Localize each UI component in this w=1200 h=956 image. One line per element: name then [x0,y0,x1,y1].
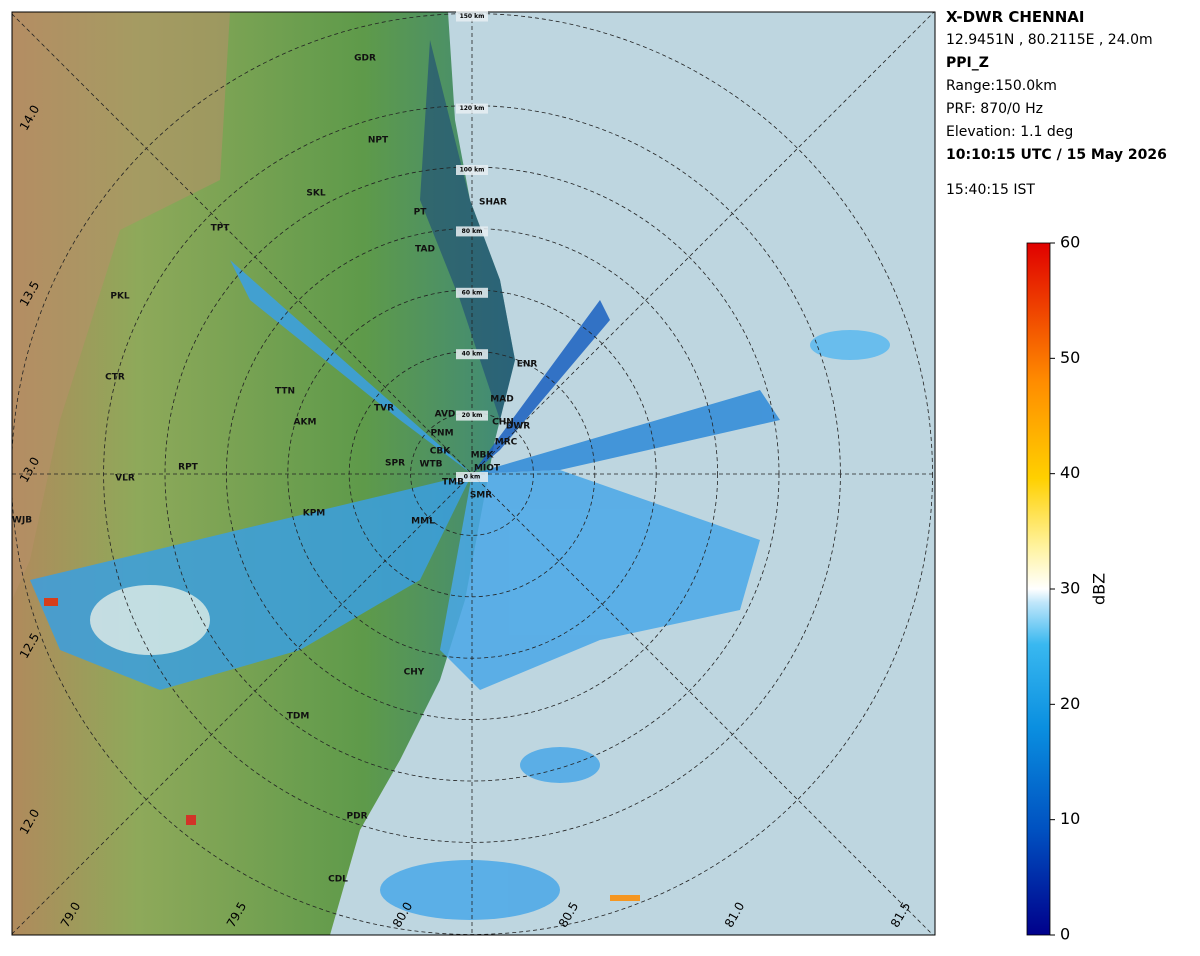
colorbar-tick-label: 30 [1060,579,1080,598]
station-label: CHN [492,418,514,428]
station-label: TTN [275,387,295,397]
range-ring-label: 40 km [462,351,483,358]
echo [472,390,780,474]
echo [810,330,890,360]
ring-label-bg [456,287,488,298]
colorbar [1026,242,1051,936]
station-label: TAD [415,245,435,255]
ring-label-bg [456,349,488,360]
colorbar-tick-label: 20 [1060,694,1080,713]
colorbar-tick-label: 60 [1060,233,1080,252]
colorbar-label: dBZ [1090,573,1109,605]
station-label: PNM [430,429,453,439]
colorbar-tick-label: 0 [1060,925,1070,944]
echo [610,895,640,901]
elevation: Elevation: 1.1 deg [946,124,1074,140]
radar-location: 12.9451N , 80.2115E , 24.0m [946,32,1153,48]
station-label: VLR [115,474,135,484]
station-label: TDM [287,712,310,722]
station-label: TMB [442,478,464,488]
colorbar-tick-label: 50 [1060,348,1080,367]
station-label: KPM [303,509,326,519]
station-label: SKL [306,189,325,199]
ist-time: 15:40:15 IST [946,182,1035,198]
station-label: CHY [404,668,425,678]
range-ring [348,350,596,598]
station-label: CDL [328,875,348,885]
station-label: MAD [490,395,513,405]
station-label: RPT [178,463,199,473]
range-ring-label: 60 km [462,289,483,296]
hills [12,12,230,600]
station-label: SMR [470,491,492,501]
range-ring-label: 100 km [460,167,485,174]
range-ring-label: 0 km [464,474,481,481]
colorbar-tick-label: 40 [1060,463,1080,482]
station-label: MIOT [474,464,501,474]
station-label: MML [411,517,435,527]
ring-label-bg [456,11,488,22]
station-label: MBK [471,451,495,461]
station-label: CBK [430,447,451,457]
echo [230,260,472,474]
station-label: AKM [294,418,317,428]
station-label: SPR [385,459,405,469]
station-label: PDR [347,812,368,822]
range-ring [287,289,657,659]
range-ring-label: 20 km [462,412,483,419]
range-ring [103,105,841,843]
echo [380,860,560,920]
station-label: CTR [105,373,125,383]
ring-label-bg [456,165,488,175]
range: Range:150.0km [946,78,1057,94]
station-label: WJB [12,516,32,526]
ring-label-bg [456,226,488,237]
ring-label-bg [456,103,488,114]
station-label: DWR [506,422,530,432]
echo [472,300,610,474]
echo [520,747,600,783]
range-ring-label: 80 km [462,228,483,235]
station-label: AVD [435,410,456,420]
range-ring-label: 120 km [460,105,485,112]
echo [440,470,760,690]
ring-label-bg [456,472,488,482]
range-ring-label: 150 km [460,13,485,20]
ring-label-bg [456,410,488,421]
radar-title: X-DWR CHENNAI [946,8,1085,26]
echo [90,585,210,655]
axis-line [12,13,934,935]
prf: PRF: 870/0 Hz [946,101,1043,117]
station-label: SHAR [479,198,507,208]
echo [186,815,196,825]
range-ring [164,166,780,782]
station-label: PT [414,208,428,218]
product: PPI_Z [946,55,989,71]
utc-time: 10:10:15 UTC / 15 May 2026 [946,147,1167,163]
station-label: ENR [517,360,538,370]
station-label: NPT [368,136,389,146]
station-label: TVR [374,404,394,414]
axis-line [12,12,935,935]
station-label: GDR [354,54,376,64]
colorbar-tick-label: 10 [1060,809,1080,828]
echo [44,598,58,606]
station-label: MRC [495,438,518,448]
station-label: PKL [110,292,130,302]
station-label: WTB [420,460,443,470]
station-label: TPT [211,224,231,234]
